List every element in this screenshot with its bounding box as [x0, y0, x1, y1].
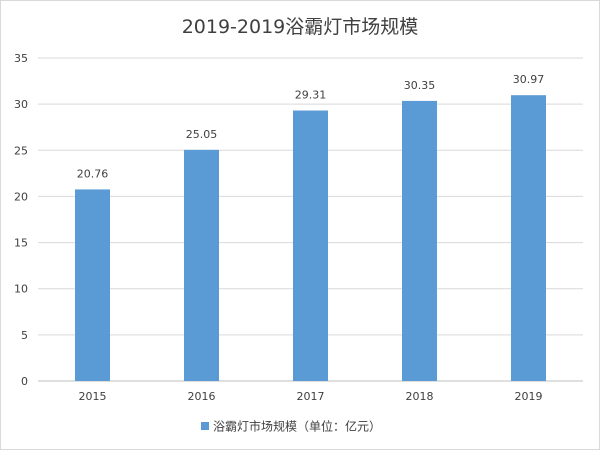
data-label-2019: 30.97	[513, 73, 545, 86]
bar-2017	[293, 110, 328, 382]
y-tick-label: 5	[21, 329, 28, 342]
y-tick-label: 20	[14, 190, 28, 203]
bar-2015	[75, 189, 110, 381]
bar-2019	[511, 95, 546, 382]
x-tick-label: 2019	[515, 390, 543, 403]
bar-2018	[402, 100, 437, 382]
data-label-2015: 20.76	[77, 167, 109, 180]
y-tick-label: 35	[14, 52, 28, 65]
x-tick-label: 2018	[406, 390, 434, 403]
x-tick-label: 2016	[188, 390, 216, 403]
data-label-2016: 25.05	[186, 128, 218, 141]
x-tick-label: 2017	[297, 390, 325, 403]
legend-swatch	[201, 422, 209, 430]
x-axis: 2015 2016 2017 2018 2019	[79, 390, 543, 403]
x-tick-label: 2015	[79, 390, 107, 403]
chart-title: 2019-2019浴霸灯市场规模	[182, 16, 419, 38]
bars: 20.76 25.05 29.31 30.35 30.97	[75, 73, 546, 382]
legend-label: 浴霸灯市场规模（单位：亿元）	[213, 419, 381, 434]
data-label-2017: 29.31	[295, 89, 327, 102]
bar-2016	[184, 149, 219, 381]
y-tick-label: 25	[14, 144, 28, 157]
y-axis: 0 5 10 15 20 25 30 35	[14, 52, 28, 388]
data-label-2018: 30.35	[404, 79, 436, 92]
y-tick-label: 15	[14, 237, 28, 250]
y-tick-label: 10	[14, 283, 28, 296]
y-tick-label: 0	[21, 375, 28, 388]
legend: 浴霸灯市场规模（单位：亿元）	[201, 419, 381, 434]
y-tick-label: 30	[14, 98, 28, 111]
